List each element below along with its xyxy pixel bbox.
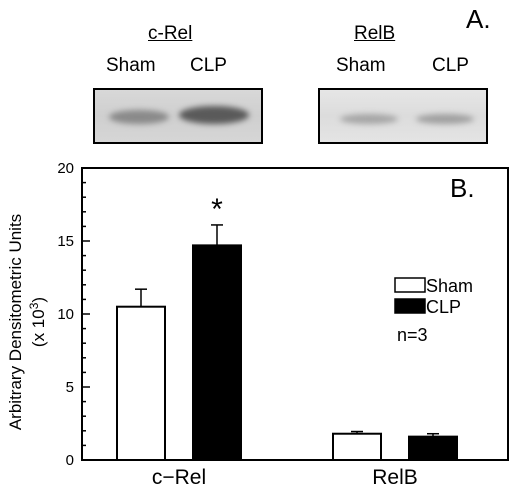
bar-sham-1 — [332, 432, 382, 462]
blot-band-crel-clp — [179, 106, 249, 124]
y-tick-label: 15 — [57, 233, 74, 250]
x-tick-label: c−Rel — [152, 466, 206, 488]
y-axis-label: Arbitrary Densitometric Units — [6, 214, 25, 430]
blot-band-relb-sham — [340, 114, 398, 124]
legend-swatch-clp — [394, 298, 426, 314]
bar-clp-0 — [192, 244, 242, 461]
blot-crel-lane-sham: Sham — [106, 55, 156, 76]
blot-image-relb — [318, 88, 488, 144]
legend-note: n=3 — [397, 325, 428, 345]
legend-swatch-sham — [394, 277, 426, 293]
panel-a-letter: A. — [466, 4, 491, 34]
blot-relb-lane-clp: CLP — [432, 55, 469, 76]
blot-image-crel — [93, 88, 263, 144]
blot-title-relb: RelB — [354, 23, 396, 44]
panel-b-letter: B. — [450, 173, 475, 203]
blot-relb-lane-sham: Sham — [336, 55, 386, 76]
legend-label-sham: Sham — [426, 276, 473, 296]
legend-label-clp: CLP — [426, 297, 461, 317]
bar-sham-0 — [116, 305, 166, 462]
y-axis-label-units: (x 103) — [27, 297, 48, 347]
y-tick-label: 10 — [57, 306, 74, 323]
blot-crel-lane-clp: CLP — [190, 55, 227, 76]
blot-title-crel: c-Rel — [148, 23, 193, 44]
y-tick-label: 0 — [66, 452, 74, 469]
x-tick-label: RelB — [372, 466, 418, 488]
blot-band-relb-clp — [416, 114, 474, 124]
bar-clp-1 — [408, 435, 458, 462]
blot-band-crel-sham — [109, 110, 169, 124]
significance-asterisk: * — [211, 193, 223, 226]
y-tick-label: 20 — [57, 160, 74, 177]
y-tick-label: 5 — [66, 379, 74, 396]
